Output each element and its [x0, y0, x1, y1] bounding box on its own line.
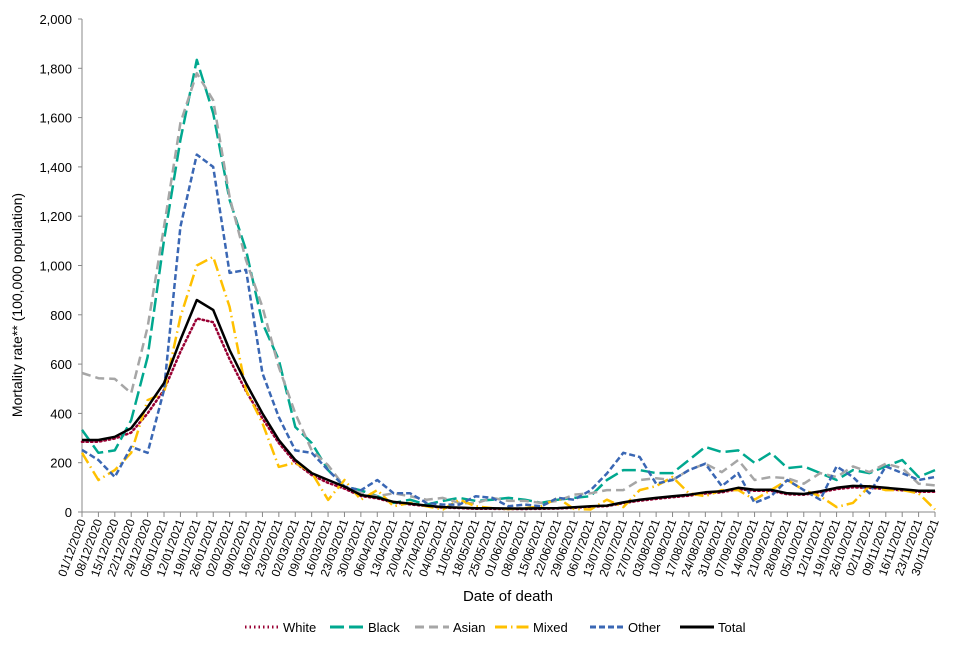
x-axis: 01/12/202008/12/202015/12/202022/12/2020…: [55, 512, 942, 578]
legend-label: Total: [718, 620, 746, 635]
series-lines: [82, 60, 935, 510]
legend-item-other: Other: [590, 620, 661, 635]
legend-item-mixed: Mixed: [495, 620, 568, 635]
y-tick-label: 1,800: [39, 61, 72, 76]
legend-item-white: White: [245, 620, 316, 635]
y-axis-title: Mortality rate** (100,000 population): [9, 193, 25, 417]
y-tick-label: 1,400: [39, 160, 72, 175]
legend-label: Other: [628, 620, 661, 635]
legend-label: Mixed: [533, 620, 568, 635]
x-axis-title: Date of death: [463, 588, 553, 605]
series-line-mixed: [82, 257, 935, 510]
legend-label: Black: [368, 620, 400, 635]
legend-label: Asian: [453, 620, 486, 635]
y-tick-label: 400: [50, 406, 72, 421]
series-line-asian: [82, 73, 935, 503]
series-line-total: [82, 300, 935, 509]
legend: White Black Asian Mixed Other Total: [245, 620, 746, 635]
y-tick-label: 2,000: [39, 12, 72, 27]
legend-item-black: Black: [330, 620, 400, 635]
y-axis: 0 200 400 600 800 1,000 1,200 1,400 1,600 1,800 2,…: [39, 12, 82, 520]
legend-item-total: Total: [680, 620, 746, 635]
legend-label: White: [283, 620, 316, 635]
series-line-black: [82, 60, 935, 505]
y-tick-label: 600: [50, 357, 72, 372]
y-tick-label: 1,200: [39, 209, 72, 224]
y-tick-label: 200: [50, 456, 72, 471]
y-tick-label: 800: [50, 308, 72, 323]
y-tick-label: 1,600: [39, 111, 72, 126]
y-tick-label: 0: [65, 505, 72, 520]
y-tick-label: 1,000: [39, 259, 72, 274]
legend-item-asian: Asian: [415, 620, 486, 635]
series-line-other: [82, 155, 935, 507]
